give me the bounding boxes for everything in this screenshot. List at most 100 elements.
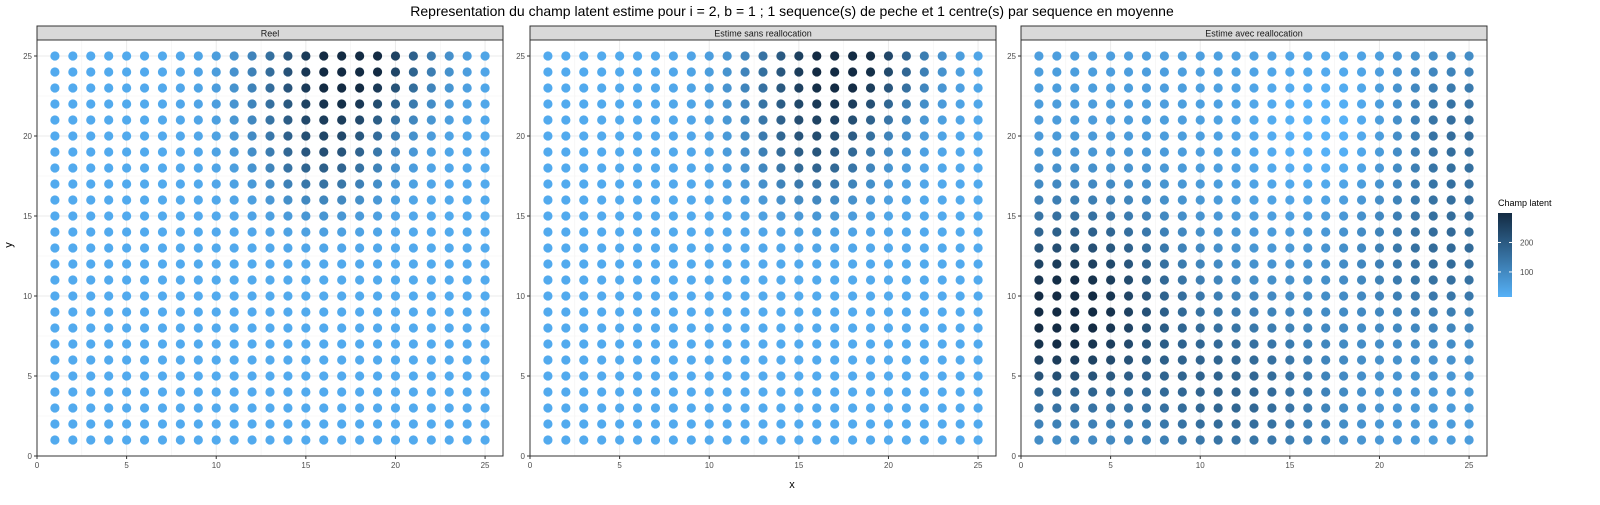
data-point (740, 211, 750, 221)
data-point (175, 371, 185, 381)
data-point (1159, 339, 1169, 349)
data-point (1141, 323, 1152, 333)
data-point (668, 371, 678, 381)
data-point (104, 291, 114, 301)
data-point (175, 419, 185, 429)
data-point (1088, 99, 1098, 109)
data-point (1052, 243, 1062, 253)
data-point (462, 179, 472, 189)
data-point (794, 67, 804, 77)
data-point (937, 83, 947, 93)
data-point (1070, 259, 1080, 269)
data-point (1339, 323, 1349, 333)
data-point (776, 387, 786, 397)
data-point (1428, 275, 1438, 285)
data-point (50, 323, 60, 333)
data-point (283, 339, 293, 349)
data-point (758, 163, 768, 173)
data-point (104, 419, 114, 429)
data-point (462, 163, 472, 173)
data-point (812, 147, 822, 157)
x-tick-label: 25 (481, 461, 490, 470)
data-point (579, 163, 589, 173)
data-point (865, 323, 876, 333)
data-point (355, 195, 365, 205)
data-point (355, 147, 365, 157)
data-point (283, 275, 293, 285)
data-point (1464, 67, 1474, 77)
data-point (68, 195, 78, 205)
data-point (319, 339, 329, 349)
data-point (211, 211, 221, 221)
data-point (865, 163, 876, 173)
data-point (1321, 435, 1331, 445)
data-point (794, 371, 804, 381)
data-point (265, 387, 275, 397)
data-point (632, 67, 643, 77)
data-point (919, 67, 929, 77)
data-point (50, 435, 60, 445)
data-point (193, 163, 203, 173)
data-point (543, 259, 553, 269)
legend-tick-label: 200 (1520, 238, 1534, 247)
data-point (265, 115, 275, 125)
data-point (301, 147, 311, 157)
data-point (758, 259, 768, 269)
data-point (1339, 275, 1349, 285)
data-point (229, 147, 239, 157)
data-point (1356, 259, 1367, 269)
data-point (139, 131, 150, 141)
data-point (1034, 419, 1044, 429)
data-point (175, 227, 185, 237)
data-point (1159, 259, 1169, 269)
data-point (1339, 291, 1349, 301)
data-point (68, 115, 78, 125)
data-point (122, 227, 132, 237)
data-point (1339, 131, 1349, 141)
data-point (175, 211, 185, 221)
data-point (1177, 211, 1187, 221)
data-point (1106, 387, 1116, 397)
data-point (1159, 131, 1169, 141)
data-point (229, 339, 239, 349)
data-point (650, 83, 661, 93)
data-point (668, 195, 678, 205)
data-point (865, 355, 876, 365)
data-point (1428, 131, 1438, 141)
data-point (283, 147, 293, 157)
data-point (1267, 67, 1277, 77)
data-point (704, 163, 714, 173)
data-point (1141, 179, 1152, 189)
data-point (668, 291, 678, 301)
data-point (740, 339, 750, 349)
data-point (1392, 403, 1402, 413)
data-point (1464, 51, 1474, 61)
data-point (758, 147, 768, 157)
data-point (86, 259, 96, 269)
data-point (1356, 227, 1367, 237)
x-axis-label: x (789, 479, 795, 491)
data-point (444, 243, 454, 253)
data-point (408, 275, 418, 285)
data-point (812, 195, 822, 205)
data-point (632, 131, 643, 141)
data-point (812, 51, 822, 61)
data-point (480, 67, 490, 77)
data-point (632, 147, 643, 157)
data-point (632, 275, 643, 285)
data-point (1410, 67, 1420, 77)
data-point (372, 195, 383, 205)
data-point (301, 227, 311, 237)
data-point (480, 243, 490, 253)
data-point (462, 371, 472, 381)
data-point (1446, 211, 1456, 221)
data-point (883, 99, 894, 109)
data-point (1034, 435, 1044, 445)
data-point (1141, 227, 1152, 237)
data-point (561, 227, 571, 237)
data-point (1088, 131, 1098, 141)
data-point (1106, 67, 1116, 77)
data-point (157, 371, 168, 381)
data-point (337, 99, 347, 109)
data-point (1177, 339, 1187, 349)
